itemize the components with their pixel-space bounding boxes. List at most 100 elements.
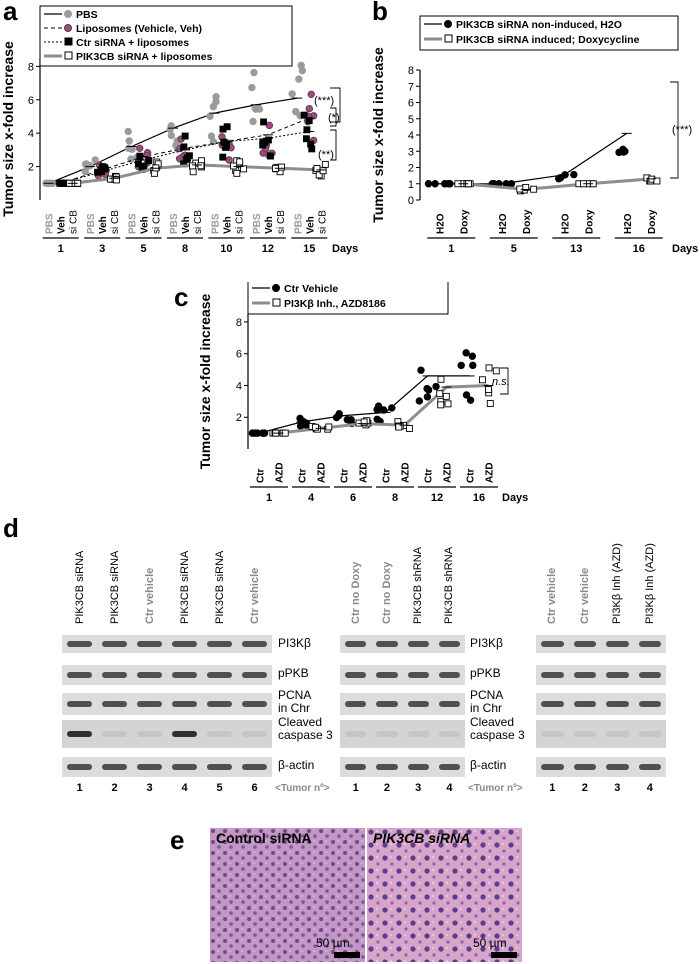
left-band <box>242 641 267 647</box>
y-tick-label: 2 <box>408 163 414 175</box>
legend-entry: Ctr Vehicle <box>284 283 338 295</box>
group-label: Ctr <box>466 468 477 483</box>
day-label: 16 <box>473 492 485 504</box>
series-line <box>439 132 628 185</box>
group-label: Veh <box>264 216 275 234</box>
data-point <box>485 364 493 372</box>
mid-blot-strip <box>340 693 465 715</box>
y-tick-label: 5 <box>408 114 414 126</box>
panel-letter-d: d <box>3 513 19 543</box>
blot-row-label: pPKB <box>470 666 501 680</box>
y-tick-label: 8 <box>408 65 414 77</box>
series-line <box>463 177 651 191</box>
mid-band <box>376 672 398 678</box>
x-unit-label: Days <box>332 243 358 255</box>
mid-band <box>407 701 429 707</box>
mid-band <box>438 672 460 678</box>
data-point <box>305 117 313 125</box>
scale-bar-left <box>334 952 360 958</box>
day-label: 1 <box>266 492 272 504</box>
data-point <box>479 376 486 384</box>
mid-band <box>345 731 367 737</box>
data-point <box>319 167 327 175</box>
data-point <box>405 424 413 432</box>
data-point <box>251 104 259 112</box>
mid-lane-label: Ctr no Doxy <box>380 561 393 624</box>
blot-row-label: Cleaved caspase 3 <box>470 715 525 742</box>
mid-lane-number: 1 <box>352 782 359 794</box>
data-point <box>180 143 188 151</box>
day-label: 8 <box>392 492 398 504</box>
blot-row-label: PCNA in Chr <box>278 688 312 715</box>
left-lane-label: Ctr vehicle <box>248 567 261 624</box>
day-label: 1 <box>58 243 64 255</box>
histology-control-image: Control siRNA 50 µm <box>210 828 365 962</box>
left-lane-label: PIK3CB siRNA <box>108 550 121 624</box>
mid-band <box>345 701 367 707</box>
mid-band <box>376 764 398 770</box>
data-point <box>653 177 661 185</box>
right-lane-label: PI3Kβ Inh (AZD) <box>611 543 624 624</box>
mid-band <box>438 764 460 770</box>
data-point <box>265 121 274 130</box>
blot-row-label: PCNA in Chr <box>470 688 504 715</box>
day-label: 1 <box>448 243 454 255</box>
left-band <box>207 672 232 678</box>
data-point <box>555 174 563 183</box>
left-blot-strip <box>62 665 272 685</box>
right-band <box>541 641 564 647</box>
right-band <box>573 731 596 737</box>
data-point <box>325 423 333 431</box>
group-label: AZD <box>443 462 454 483</box>
scale-label-left: 50 µm <box>316 936 350 950</box>
y-tick-label: 8 <box>28 61 34 73</box>
mid-band <box>407 731 429 737</box>
data-point <box>300 111 308 119</box>
mid-band <box>345 764 367 770</box>
group-label: PBS <box>128 213 139 234</box>
y-axis-label: Tumor size x-fold increase <box>197 294 213 470</box>
left-band <box>67 672 92 678</box>
legend-box <box>39 5 293 67</box>
group-label: si CB <box>234 210 245 234</box>
histology-pik3cb-texture <box>367 828 522 962</box>
legend-entry: PIK3CB siRNA + liposomes <box>76 51 213 63</box>
data-point <box>212 98 220 106</box>
group-label: Ctr <box>256 468 267 483</box>
mid-lane-label: PIK3CB shRNA <box>443 546 456 624</box>
left-lane-number: 3 <box>146 782 153 794</box>
panel-letter-e: e <box>170 825 185 855</box>
data-point <box>307 90 315 99</box>
y-axis-label: Tumor size x-fold increase <box>372 47 386 223</box>
left-blot-strip <box>62 693 272 715</box>
data-point <box>444 180 452 188</box>
data-point <box>466 396 475 404</box>
histology-pik3cb-title: PIK3CB siRNA <box>373 830 471 846</box>
right-band <box>606 701 629 707</box>
left-band <box>242 764 267 770</box>
group-label: PBS <box>45 213 56 234</box>
mid-band <box>407 641 429 647</box>
histology-control-title: Control siRNA <box>216 830 312 846</box>
data-point <box>462 349 470 357</box>
y-tick-label: 2 <box>28 162 34 174</box>
mid-lane-number: 3 <box>415 782 422 794</box>
data-point <box>423 393 432 401</box>
group-label: AZD <box>359 462 370 483</box>
right-band <box>573 701 596 707</box>
legend-marker <box>64 37 73 46</box>
chart-b: Tumor size x-fold increase 0 1 2 3 4 5 6 7 8 H2O Do… <box>372 15 698 255</box>
group-label: Ctr <box>298 468 309 483</box>
blot-row-label: pPKB <box>278 666 309 680</box>
data-point <box>112 176 120 184</box>
left-band <box>172 641 197 647</box>
data-point <box>278 163 286 171</box>
right-band <box>638 731 661 737</box>
group-label: Veh <box>305 216 316 234</box>
data-point <box>469 361 477 370</box>
blot-row-label: β-actin <box>470 758 507 772</box>
blot-row-label: PI3Kβ <box>278 636 311 650</box>
group-label: AZD <box>275 462 286 483</box>
data-point <box>136 144 144 153</box>
